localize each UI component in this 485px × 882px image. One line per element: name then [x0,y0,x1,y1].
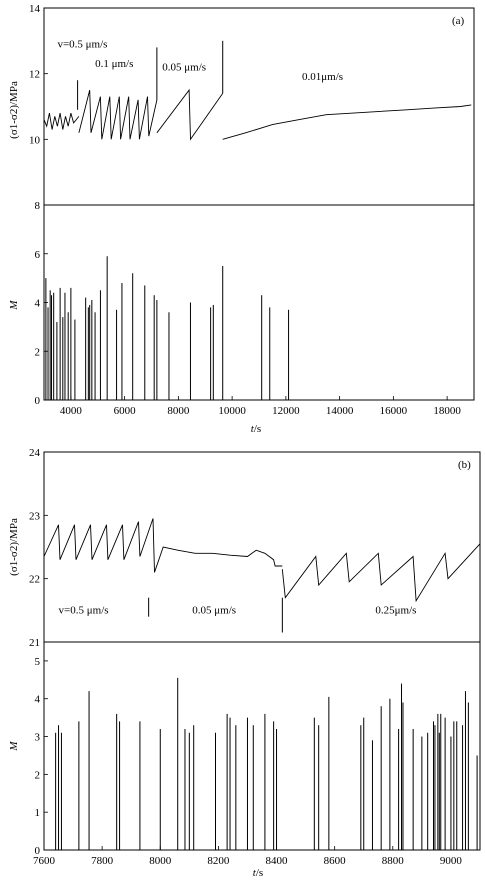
panel-a-x-tick-label: 18000 [433,405,461,417]
panel-b-xlabel-var: t [253,867,257,879]
panel-a-xlabel-unit: /s [254,423,261,435]
panel-b-x-tick-label: 7800 [91,855,114,867]
panel-a-x-tick-label: 14000 [326,405,354,417]
panel-a-x-tick-label: 10000 [218,405,246,417]
panel-b-velocity-label: v=0.5 μm/s [59,605,109,617]
panel-a: (a) (σ1-σ2)/MPa M t/s 8 10 12 14 0 2 4 6 4000 6… [8,3,475,435]
panel-a-label: (a) [452,15,465,27]
panel-b-stress-segment-3 [281,543,481,603]
panel-b-stress-y-tick-label: 22 [29,574,40,586]
panel-b-x-tick-label: 9000 [440,855,463,867]
panel-a-mag-y-tick-label: 6 [35,249,41,261]
panel-a-mag-y-tick-label: 2 [35,346,41,358]
panel-b-stress-ylabel: (σ1-σ2)/MPa [8,518,20,576]
panel-a-x-tick-label: 8000 [167,405,190,417]
panel-b-mag-y-tick-label: 3 [35,732,41,744]
panel-a-velocity-label: 0.1 μm/s [95,58,133,70]
panel-a-stress-segment-4 [222,104,472,140]
panel-b-mag-y-tick-label: 5 [35,656,41,668]
panel-b-mag-y-tick-label: 4 [35,694,41,706]
panel-a-x-tick-label: 12000 [272,405,300,417]
panel-b-x-tick-label: 8200 [207,855,230,867]
panel-b-stress-segment-1 [43,518,155,573]
panel-a-mag-ylabel: M [8,300,20,311]
panel-a-frame [43,7,475,401]
panel-a-x-tick-label: 16000 [380,405,408,417]
panel-b-xlabel: t/s [253,867,263,879]
panel-b-stress-y-tick-label: 23 [29,510,41,522]
panel-b-xlabel-unit: /s [256,867,263,879]
panel-a-stress-segment-2 [78,89,158,140]
panel-a-velocity-label: 0.01μm/s [302,71,343,83]
panel-a-velocity-label: 0.05 μm/s [162,61,206,73]
panel-a-xlabel-var: t [251,423,255,435]
panel-b-x-tick-label: 8600 [324,855,347,867]
panel-a-stress-segment-1 [43,112,80,130]
panel-a-xlabel: t/s [251,423,261,435]
panel-b-mag-y-tick-label: 0 [35,845,41,857]
panel-b-mag-y-tick-label: 1 [35,807,41,819]
panel-a-velocity-label: v=0.5 μm/s [57,38,107,50]
panel-b-x-tick-label: 7600 [33,855,56,867]
panel-a-stress-y-tick-label: 12 [29,69,40,81]
panel-a-x-tick-label: 6000 [114,405,137,417]
panel-a-stress-y-tick-label: 10 [29,134,41,146]
panel-b-label: (b) [458,459,471,471]
panel-a-mag-y-tick-label: 0 [35,395,41,407]
panel-a-x-tick-label: 4000 [60,405,83,417]
panel-a-stress-ylabel: (σ1-σ2)/MPa [8,81,20,139]
panel-b-mag-y-tick-label: 2 [35,769,41,781]
panel-b-x-tick-label: 8800 [382,855,405,867]
panel-b-frame [43,451,481,851]
panel-b-x-tick-label: 8400 [266,855,289,867]
panel-b-velocity-label: 0.25μm/s [375,605,416,617]
panel-b-mag-ylabel: M [8,741,20,752]
panel-a-stress-segment-3 [156,88,224,141]
panel-b-velocity-label: 0.05 μm/s [192,605,236,617]
panel-b-x-tick-label: 8000 [149,855,172,867]
panel-a-mag-y-tick-label: 4 [35,298,41,310]
panel-b-stress-y-tick-label: 24 [29,447,41,459]
panel-b-stress-segment-2 [154,546,283,573]
panel-a-stress-y-tick-label: 14 [29,3,41,15]
panel-b-stress-y-tick-label: 21 [29,637,40,649]
panel-a-stress-y-tick-label: 8 [35,200,41,212]
